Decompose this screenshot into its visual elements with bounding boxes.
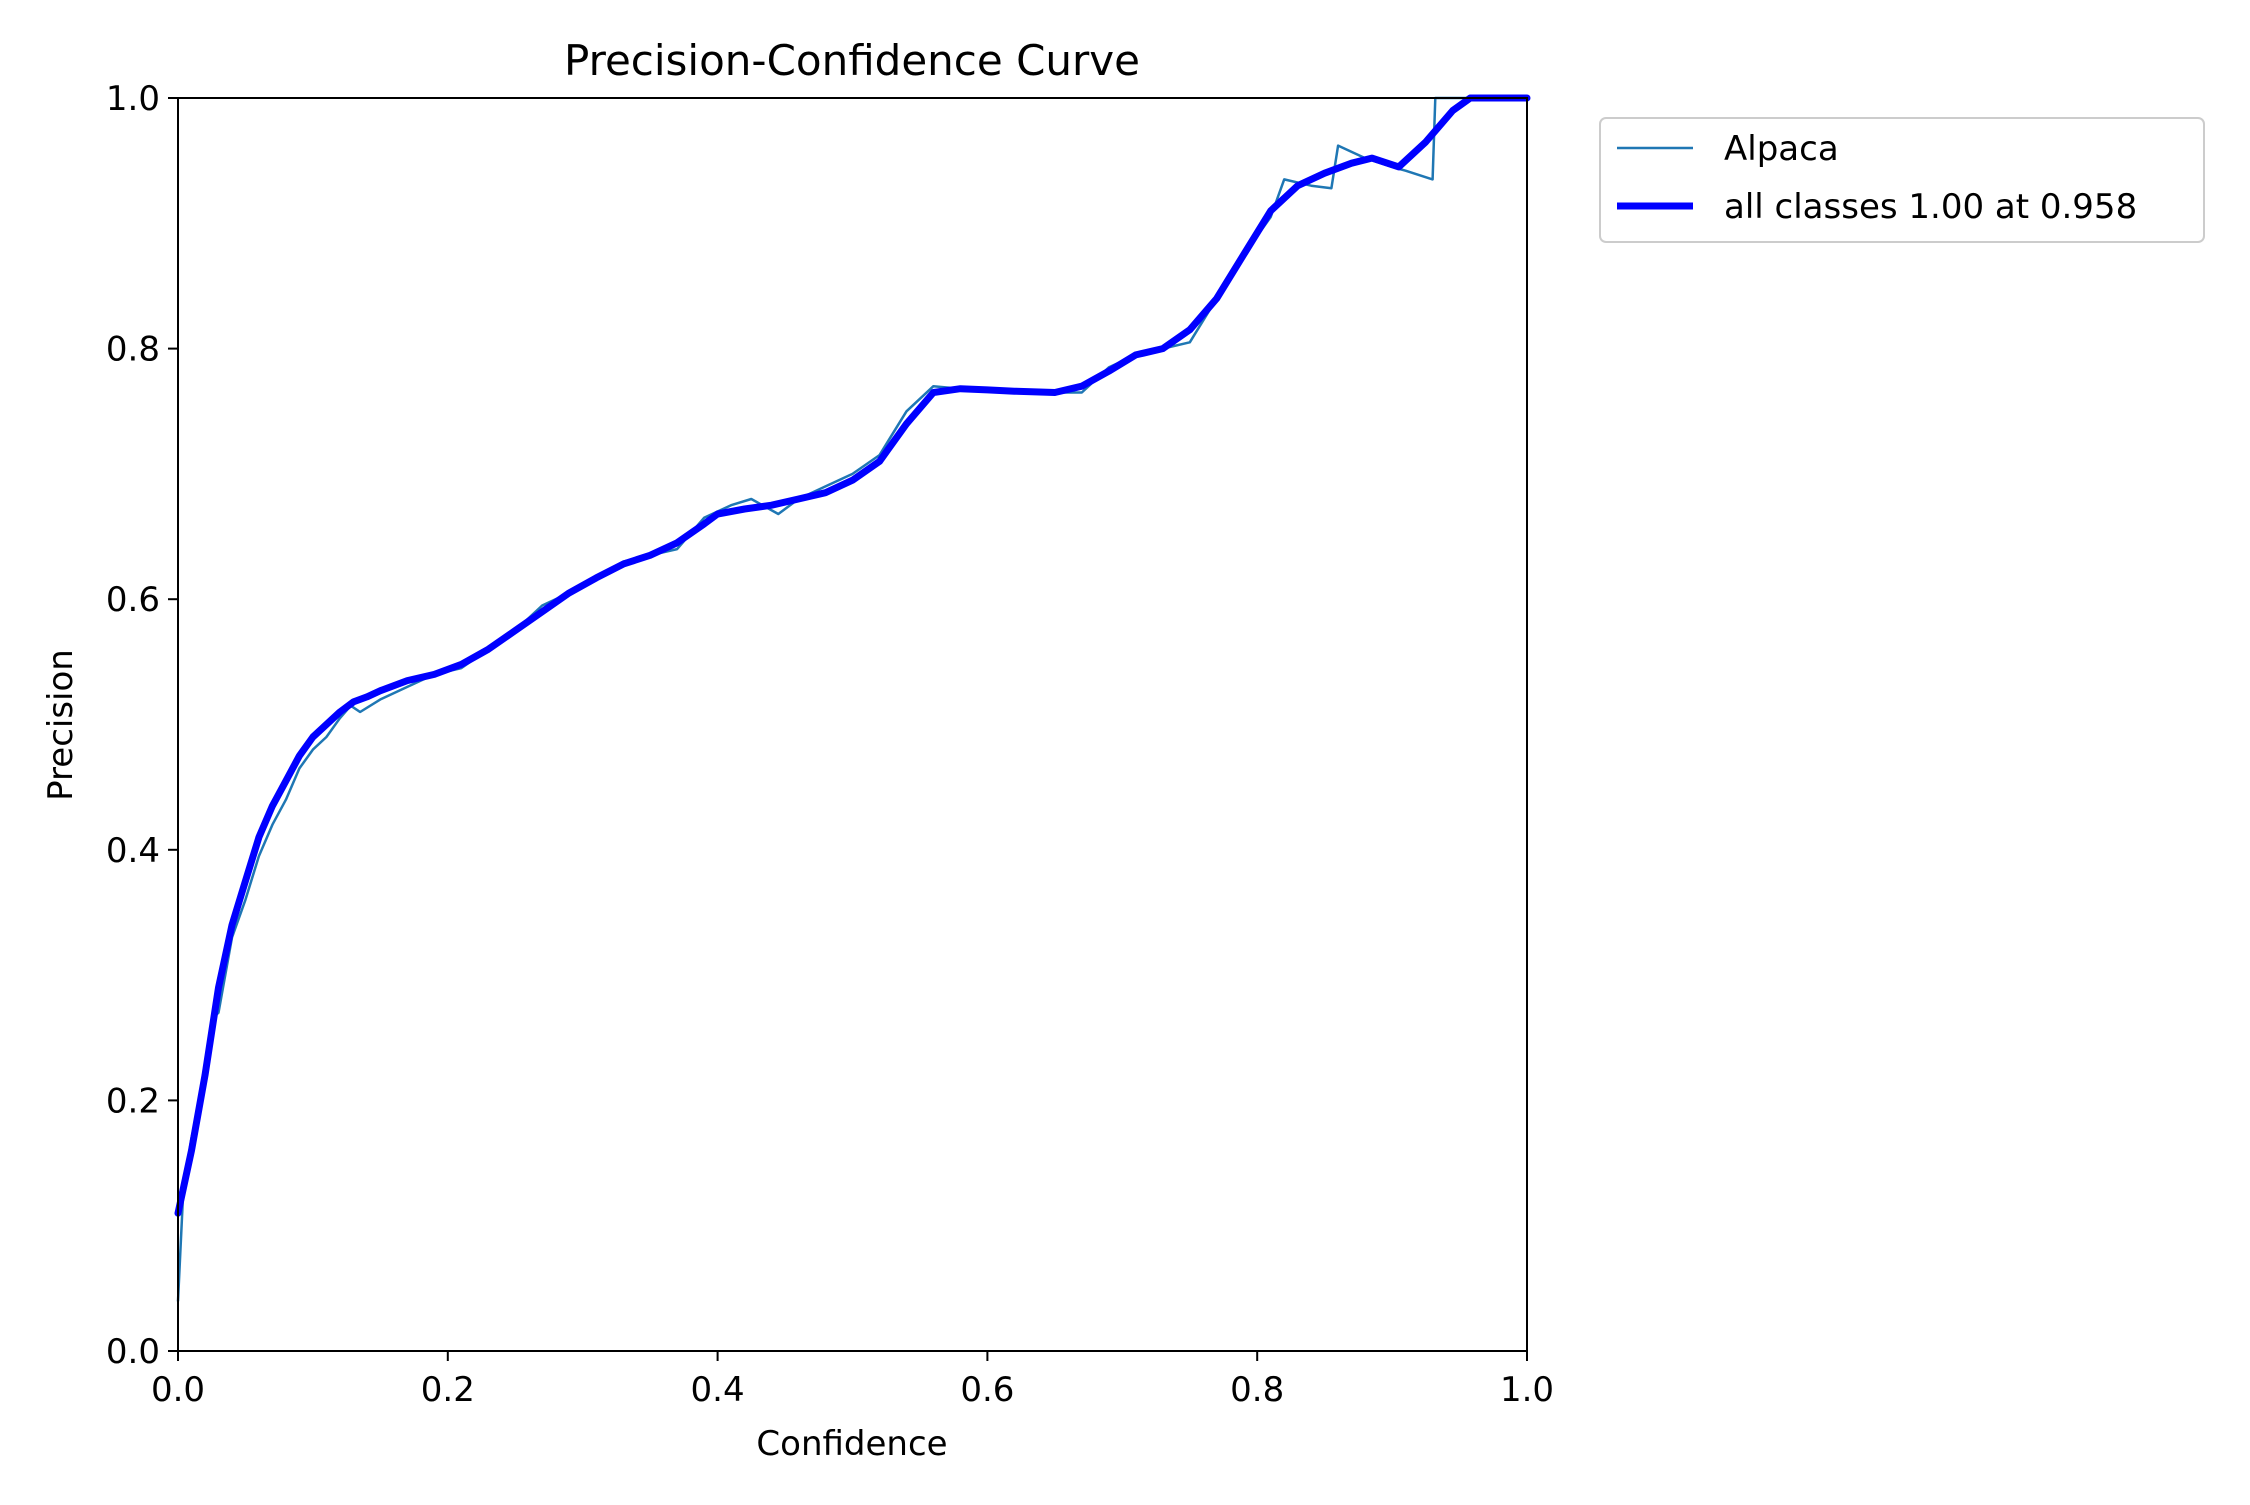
- chart-title: Precision-Confidence Curve: [564, 36, 1140, 85]
- x-tick-label: 0.0: [151, 1370, 205, 1410]
- y-tick-label: 0.4: [106, 831, 160, 871]
- tick-layer: 0.0 0.2 0.4 0.6 0.8 1.0 0.0 0.2 0.4 0.6 0.8 1.0: [106, 79, 1554, 1410]
- x-tick-label: 0.8: [1230, 1370, 1284, 1410]
- y-tick-label: 1.0: [106, 79, 160, 119]
- y-tick-label: 0.2: [106, 1081, 160, 1121]
- y-tick-label: 0.8: [106, 330, 160, 370]
- x-tick-label: 0.4: [691, 1370, 745, 1410]
- x-tick-label: 0.6: [960, 1370, 1014, 1410]
- x-tick-label: 1.0: [1500, 1370, 1554, 1410]
- legend-label-all-classes: all classes 1.00 at 0.958: [1724, 187, 2137, 227]
- plot-frame: [177, 97, 1528, 1352]
- y-tick-label: 0.0: [106, 1332, 160, 1372]
- legend-label-alpaca: Alpaca: [1724, 129, 1839, 169]
- series-line-1: [174, 94, 1531, 1217]
- x-axis-label: Confidence: [756, 1424, 947, 1464]
- y-tick-label: 0.6: [106, 580, 160, 620]
- series-layer: [174, 94, 1531, 1303]
- legend: Alpaca all classes 1.00 at 0.958: [1599, 117, 2205, 243]
- x-tick-label: 0.2: [421, 1370, 475, 1410]
- y-axis-label: Precision: [41, 649, 81, 801]
- legend-box: [1599, 117, 2205, 243]
